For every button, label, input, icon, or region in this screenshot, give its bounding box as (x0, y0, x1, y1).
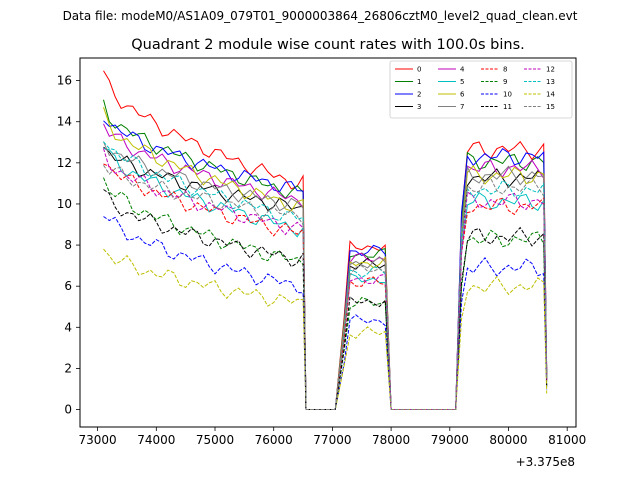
x-tick-label: 75000 (196, 433, 234, 447)
y-tick-label: 10 (57, 197, 72, 211)
x-tick-label: 77000 (313, 433, 351, 447)
series-layer (103, 70, 548, 410)
legend-label-4: 4 (460, 66, 465, 74)
x-tick-label: 79000 (431, 433, 469, 447)
legend-label-8: 8 (503, 66, 507, 74)
x-axis: 73000 74000 75000 76000 77000 78000 79000 80000… (79, 427, 586, 447)
legend-label-7: 7 (460, 103, 464, 111)
legend-label-6: 6 (460, 91, 465, 99)
y-tick-label: 8 (64, 238, 72, 252)
legend-label-11: 11 (503, 103, 512, 111)
legend-label-9: 9 (503, 78, 507, 86)
y-tick-label: 14 (57, 115, 72, 129)
x-axis-offset-label: +3.375e8 (516, 455, 575, 469)
y-tick-label: 2 (64, 361, 72, 375)
y-tick-label: 16 (57, 74, 72, 88)
legend-label-5: 5 (460, 78, 464, 86)
y-tick-label: 0 (64, 403, 72, 417)
x-tick-label: 81000 (548, 433, 586, 447)
plot-frame (79, 57, 577, 428)
legend-label-10: 10 (503, 91, 512, 99)
legend-label-15: 15 (546, 103, 555, 111)
y-tick-label: 4 (64, 320, 72, 334)
legend-label-0: 0 (417, 66, 421, 74)
legend-label-2: 2 (417, 91, 421, 99)
x-tick-label: 73000 (79, 433, 117, 447)
legend-label-12: 12 (546, 66, 555, 74)
legend-label-1: 1 (417, 78, 421, 86)
figure-suptitle: Data file: modeM0/AS1A09_079T01_90000038… (63, 9, 578, 23)
legend-label-3: 3 (417, 103, 421, 111)
x-tick-label: 76000 (255, 433, 293, 447)
series-line-15 (103, 164, 548, 410)
y-tick-label: 6 (64, 279, 72, 293)
x-tick-label: 78000 (372, 433, 410, 447)
x-tick-label: 80000 (489, 433, 527, 447)
legend-label-14: 14 (546, 91, 555, 99)
y-axis: 0 2 4 6 8 10 12 14 16 (57, 74, 80, 417)
chart-title: Quadrant 2 module wise count rates with … (131, 37, 525, 53)
x-tick-label: 74000 (137, 433, 175, 447)
legend-box (389, 60, 573, 119)
legend-label-13: 13 (546, 78, 555, 86)
y-tick-label: 12 (57, 156, 72, 170)
